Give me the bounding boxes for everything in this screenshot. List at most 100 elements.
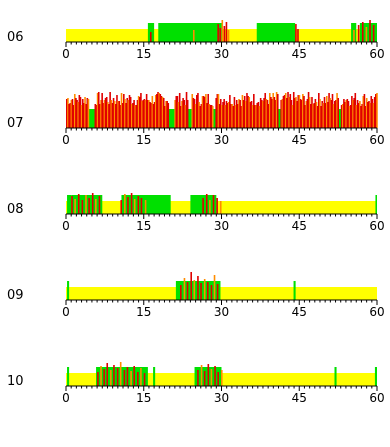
x-tick-label: 0 <box>62 133 70 147</box>
activity-bar <box>183 278 186 300</box>
activity-bar <box>227 30 230 42</box>
activity-bar <box>230 104 232 128</box>
activity-bar <box>221 20 224 42</box>
activity-bar <box>151 96 154 128</box>
activity-bar <box>224 105 227 128</box>
activity-bar <box>117 101 119 128</box>
activity-bar <box>101 93 103 128</box>
activity-bar <box>329 98 332 128</box>
x-tick-label: 60 <box>369 391 384 405</box>
activity-bar <box>206 103 208 128</box>
activity-bar <box>352 100 354 128</box>
activity-bar <box>71 99 74 128</box>
activity-bar <box>180 285 182 300</box>
x-tick-label: 0 <box>62 391 70 405</box>
activity-bar <box>154 95 157 128</box>
activity-bar <box>176 96 179 128</box>
activity-bar <box>71 196 73 214</box>
activity-bar <box>158 93 160 128</box>
activity-bar <box>134 105 137 128</box>
activity-bar <box>307 92 310 128</box>
activity-bar <box>75 98 77 128</box>
activity-bar <box>253 94 255 128</box>
activity-bar <box>349 105 352 128</box>
activity-bar <box>205 94 207 128</box>
activity-bar <box>321 101 324 128</box>
activity-bar <box>227 102 230 128</box>
activity-bar <box>318 93 320 128</box>
activity-bar <box>197 370 199 386</box>
activity-bar <box>266 100 269 128</box>
activity-bar <box>218 104 221 128</box>
activity-bar <box>219 99 222 128</box>
activity-bar <box>209 200 211 214</box>
activity-bar <box>316 106 319 128</box>
activity-bar <box>305 101 308 128</box>
hour-label: 07 <box>7 116 24 131</box>
activity-bar <box>263 98 265 128</box>
activity-bar <box>347 101 350 128</box>
activity-bar <box>202 198 204 214</box>
activity-bar <box>324 103 327 128</box>
green-segment <box>67 195 72 214</box>
activity-bar <box>348 106 351 128</box>
activity-bar <box>130 371 132 386</box>
activity-bar <box>372 103 375 128</box>
activity-bar <box>356 100 359 128</box>
activity-bar <box>268 93 271 128</box>
activity-bar <box>256 103 259 128</box>
x-tick-label: 60 <box>369 47 384 61</box>
activity-bar <box>361 22 364 42</box>
activity-bar <box>262 101 264 128</box>
activity-bar <box>209 105 212 128</box>
activity-bar <box>184 105 187 128</box>
green-segment <box>359 23 377 42</box>
activity-bar <box>284 93 287 128</box>
activity-bar <box>162 98 165 128</box>
green-segment <box>293 281 296 300</box>
activity-bar <box>202 96 205 128</box>
activity-bar <box>159 94 162 128</box>
activity-bar <box>260 100 263 128</box>
x-tick-label: 45 <box>292 47 307 61</box>
activity-bar <box>193 280 196 300</box>
activity-bar <box>290 100 293 128</box>
activity-bar <box>207 364 210 386</box>
activity-bar <box>216 284 219 300</box>
activity-bar <box>103 369 105 386</box>
activity-bar <box>91 193 94 214</box>
activity-bar <box>103 100 106 128</box>
activity-bar <box>79 97 82 128</box>
green-segment <box>374 367 377 386</box>
activity-bar <box>312 104 314 128</box>
activity-bar <box>369 103 371 128</box>
activity-bar <box>102 103 105 128</box>
activity-bar <box>144 100 147 128</box>
activity-bar <box>210 369 213 386</box>
activity-bar <box>144 200 147 214</box>
activity-bar <box>311 97 313 128</box>
activity-bar <box>128 95 131 128</box>
activity-bar <box>135 105 138 128</box>
activity-bar <box>359 101 361 128</box>
activity-bar <box>84 97 86 128</box>
activity-bar <box>203 97 206 128</box>
x-tick-label: 0 <box>62 305 70 319</box>
x-tick-label: 45 <box>292 391 307 405</box>
x-tick-label: 45 <box>292 133 307 147</box>
activity-bar <box>344 102 346 128</box>
activity-bar <box>180 106 182 128</box>
activity-bar <box>249 102 252 128</box>
activity-bar <box>368 101 370 128</box>
activity-bar <box>137 96 140 128</box>
hour-label: 09 <box>7 288 24 303</box>
activity-bar <box>323 97 326 128</box>
activity-bar <box>138 97 141 128</box>
activity-bar <box>192 98 195 128</box>
activity-bar <box>328 93 330 128</box>
activity-bar <box>319 99 321 128</box>
activity-bar <box>109 92 111 128</box>
activity-bar <box>362 96 365 128</box>
activity-bar <box>331 94 334 128</box>
activity-bar <box>152 104 155 128</box>
